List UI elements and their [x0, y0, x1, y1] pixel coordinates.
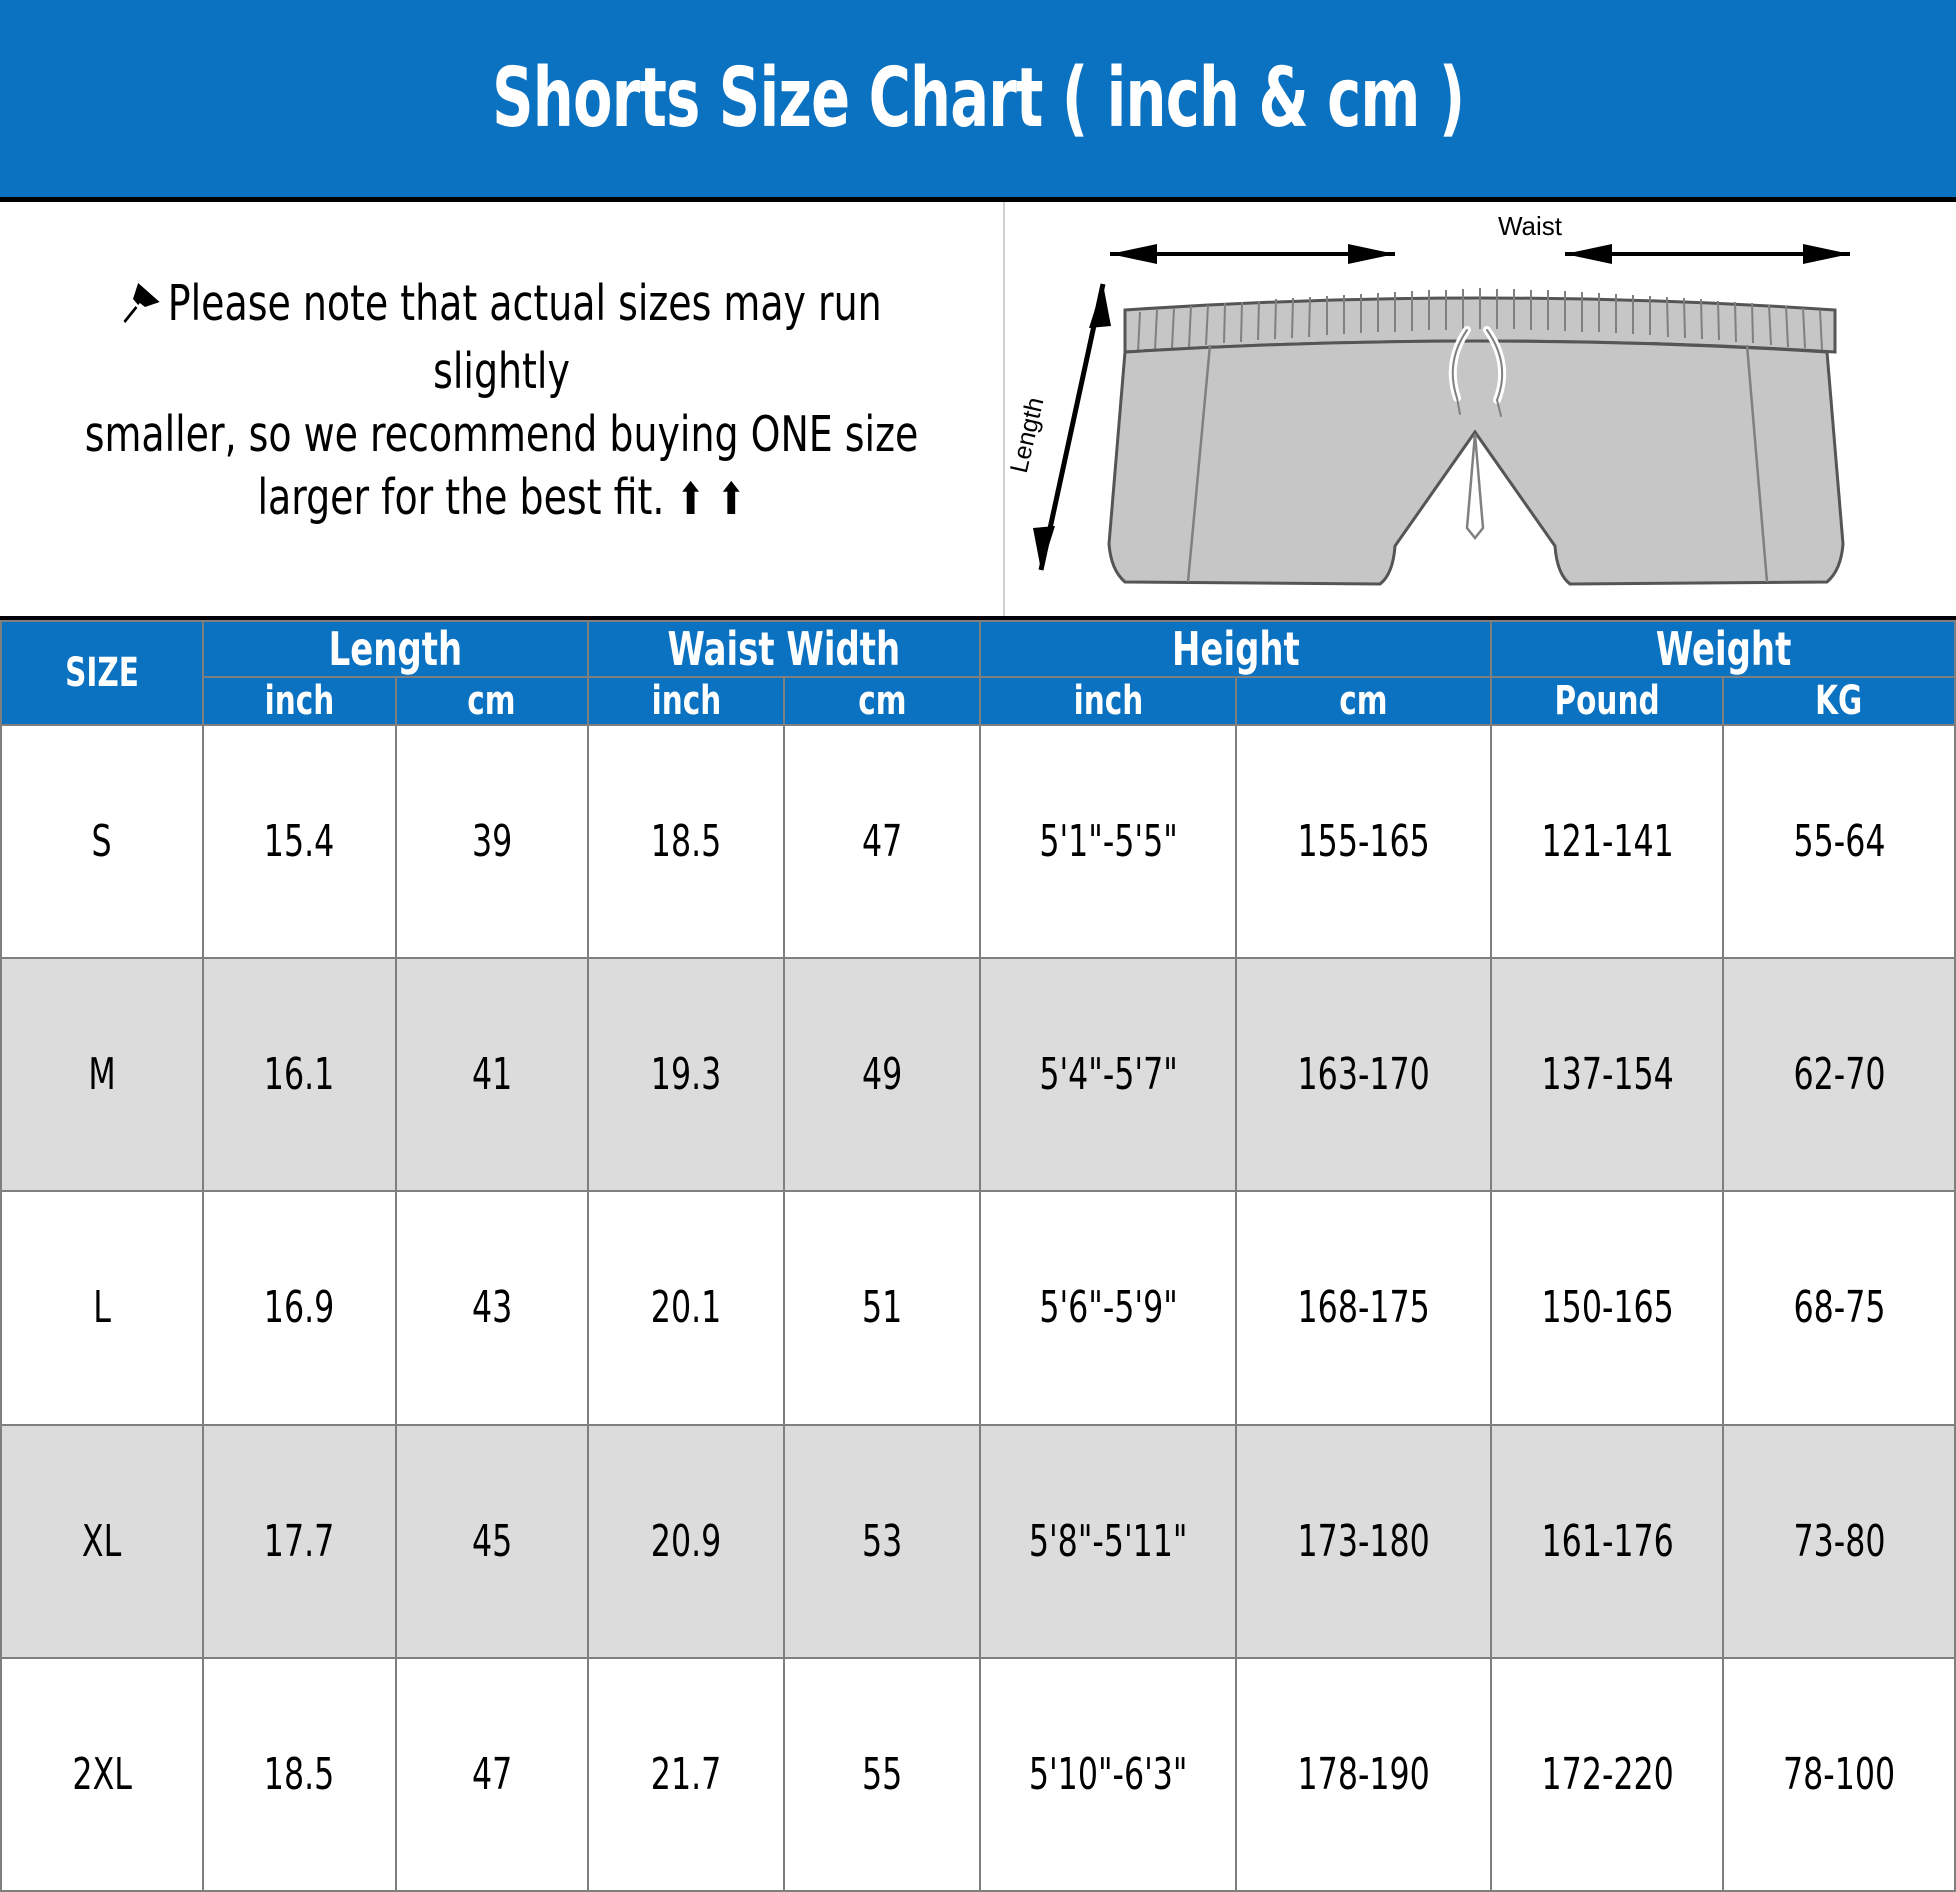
note-cell: Please note that actual sizes may run sl… — [0, 202, 1005, 616]
note-text-1: Please note that actual sizes may run sl… — [167, 274, 882, 401]
header-group-waist-width: Waist Width — [587, 620, 982, 678]
arrow-up-icon-2: ⬆ — [716, 473, 746, 525]
shorts-body — [1107, 288, 1845, 586]
cell-waist-inch: 19.3 — [587, 957, 786, 1193]
title-banner: Shorts Size Chart ( inch & cm ) — [0, 0, 1956, 202]
table-row: S 15.4 39 18.5 47 5'1"-5'5" 155-165 121-… — [0, 723, 1956, 960]
cell-weight-kg: 55-64 — [1722, 723, 1956, 960]
cell-waist-inch: 21.7 — [587, 1656, 786, 1892]
header-unit-waist-cm: cm — [783, 676, 982, 726]
cell-length-inch: 16.1 — [202, 957, 397, 1193]
table-row: M 16.1 41 19.3 49 5'4"-5'7" 163-170 137-… — [0, 957, 1956, 1193]
cell-waist-inch: 20.1 — [587, 1190, 786, 1426]
note-line-1: Please note that actual sizes may run sl… — [82, 273, 921, 404]
cell-length-inch: 17.7 — [202, 1423, 397, 1659]
cell-length-cm: 43 — [394, 1190, 590, 1426]
cell-weight-kg: 78-100 — [1722, 1656, 1956, 1892]
cell-length-cm: 45 — [394, 1423, 590, 1659]
table-body: S 15.4 39 18.5 47 5'1"-5'5" 155-165 121-… — [0, 723, 1956, 1892]
header-row-groups: SIZE Length Waist Width Height Weight — [0, 620, 1956, 725]
note-text-3: larger for the best fit. — [257, 468, 665, 526]
header-unit-waist-inch: inch — [587, 676, 786, 726]
cell-waist-inch: 18.5 — [587, 723, 786, 960]
cell-weight-pound: 172-220 — [1490, 1656, 1725, 1892]
cell-size: L — [0, 1190, 205, 1426]
cell-size: S — [0, 723, 205, 960]
cell-length-inch: 18.5 — [202, 1656, 397, 1892]
cell-weight-kg: 62-70 — [1722, 957, 1956, 1193]
size-table-wrapper: SIZE Length Waist Width Height Weight in… — [0, 620, 1956, 1892]
cell-length-cm: 41 — [394, 957, 590, 1193]
table-row: 2XL 18.5 47 21.7 55 5'10"-6'3" 178-190 1… — [0, 1656, 1956, 1892]
header-unit-length-inch: inch — [202, 676, 397, 726]
waist-arrow-icon-right — [1565, 244, 1850, 264]
cell-waist-cm: 53 — [783, 1423, 982, 1659]
note-and-figure-band: Please note that actual sizes may run sl… — [0, 202, 1956, 620]
header-unit-length-cm: cm — [394, 676, 590, 726]
cell-height-inch: 5'6"-5'9" — [979, 1190, 1237, 1426]
cell-waist-cm: 55 — [783, 1656, 982, 1892]
cell-waist-cm: 51 — [783, 1190, 982, 1426]
note-line-3: larger for the best fit. ⬆ ⬆ — [82, 467, 921, 530]
cell-size: M — [0, 957, 205, 1193]
header-group-height: Height — [979, 620, 1493, 678]
cell-size: XL — [0, 1423, 205, 1659]
header-unit-weight-kg: KG — [1722, 676, 1956, 726]
page-title: Shorts Size Chart ( inch & cm ) — [491, 50, 1465, 146]
length-label-text: Length — [1005, 395, 1049, 476]
cell-length-inch: 15.4 — [202, 723, 397, 960]
cell-length-cm: 47 — [394, 1656, 590, 1892]
cell-size: 2XL — [0, 1656, 205, 1892]
cell-weight-kg: 68-75 — [1722, 1190, 1956, 1426]
table-row: L 16.9 43 20.1 51 5'6"-5'9" 168-175 150-… — [0, 1190, 1956, 1426]
shorts-illustration-svg: Waist — [1005, 211, 1850, 586]
cell-weight-pound: 150-165 — [1490, 1190, 1725, 1426]
cell-waist-inch: 20.9 — [587, 1423, 786, 1659]
shorts-diagram: Waist — [1005, 202, 1956, 616]
cell-height-cm: 168-175 — [1234, 1190, 1493, 1426]
cell-weight-pound: 121-141 — [1490, 723, 1725, 960]
cell-height-cm: 155-165 — [1234, 723, 1493, 960]
cell-length-cm: 39 — [394, 723, 590, 960]
cell-length-inch: 16.9 — [202, 1190, 397, 1426]
cell-height-inch: 5'8"-5'11" — [979, 1423, 1237, 1659]
header-size: SIZE — [0, 620, 205, 725]
header-group-weight: Weight — [1490, 620, 1956, 678]
cell-height-inch: 5'10"-6'3" — [979, 1656, 1237, 1892]
cell-height-inch: 5'4"-5'7" — [979, 957, 1237, 1193]
header-unit-height-inch: inch — [979, 676, 1237, 726]
cell-height-cm: 173-180 — [1234, 1423, 1493, 1659]
cell-weight-pound: 137-154 — [1490, 957, 1725, 1193]
cell-waist-cm: 47 — [783, 723, 982, 960]
length-arrow-icon — [1033, 283, 1111, 571]
waist-label-text: Waist — [1498, 211, 1563, 241]
pushpin-icon — [121, 274, 166, 342]
header-unit-height-cm: cm — [1234, 676, 1493, 726]
table-head: SIZE Length Waist Width Height Weight in… — [0, 620, 1956, 726]
cell-weight-kg: 73-80 — [1722, 1423, 1956, 1659]
size-table: SIZE Length Waist Width Height Weight in… — [0, 620, 1956, 1892]
cell-height-inch: 5'1"-5'5" — [979, 723, 1237, 960]
cell-height-cm: 178-190 — [1234, 1656, 1493, 1892]
cell-weight-pound: 161-176 — [1490, 1423, 1725, 1659]
header-group-length: Length — [202, 620, 590, 678]
arrow-up-icon: ⬆ — [676, 473, 705, 525]
header-unit-weight-pound: Pound — [1490, 676, 1725, 726]
note-line-2: smaller, so we recommend buying ONE size — [84, 406, 919, 463]
table-row: XL 17.7 45 20.9 53 5'8"-5'11" 173-180 16… — [0, 1423, 1956, 1659]
cell-height-cm: 163-170 — [1234, 957, 1493, 1193]
header-row-units: inch cm inch cm inch cm Pound KG — [1, 676, 1956, 726]
waist-arrow-icon — [1110, 244, 1395, 264]
cell-waist-cm: 49 — [783, 957, 982, 1193]
